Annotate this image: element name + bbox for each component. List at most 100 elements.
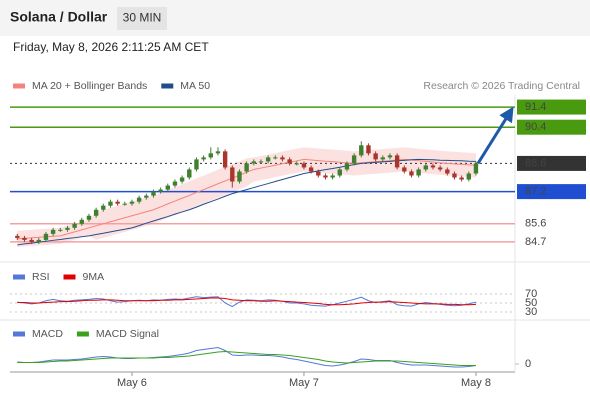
candle-body bbox=[187, 169, 192, 178]
candle-body bbox=[22, 237, 27, 240]
candle-body bbox=[50, 229, 56, 234]
legend-swatch bbox=[76, 331, 89, 337]
candle-body bbox=[158, 189, 163, 192]
y-tick-label: 70 bbox=[525, 288, 537, 300]
level-label-box bbox=[517, 184, 586, 200]
timeframe: 30 MIN bbox=[123, 11, 162, 25]
header-bar bbox=[0, 0, 590, 36]
level-label-box bbox=[517, 155, 586, 171]
x-tick-label: May 7 bbox=[289, 377, 319, 389]
candle-body bbox=[58, 229, 63, 231]
candle-body bbox=[129, 201, 135, 204]
candle-body bbox=[194, 159, 199, 170]
indicator-line bbox=[17, 296, 477, 308]
level-label-box bbox=[517, 99, 586, 115]
level-label: 88.6 bbox=[525, 157, 546, 169]
level-label: 84.7 bbox=[525, 236, 546, 248]
attribution: Research © 2026 Trading Central bbox=[423, 80, 580, 92]
legend-swatch bbox=[13, 331, 25, 337]
candle-body bbox=[459, 177, 464, 180]
y-tick-label: 0 bbox=[525, 358, 531, 370]
level-label: 87.2 bbox=[525, 186, 546, 198]
candle-body bbox=[151, 191, 156, 196]
candle-body bbox=[15, 235, 20, 238]
candle-body bbox=[308, 167, 314, 172]
indicator-line bbox=[17, 350, 476, 366]
level-label-box bbox=[517, 119, 586, 135]
candle-body bbox=[423, 165, 429, 170]
candle-body bbox=[222, 151, 228, 168]
legend-label: MA 50 bbox=[180, 80, 210, 92]
indicator-line bbox=[17, 346, 477, 368]
title: Solana / Dollar bbox=[10, 9, 108, 25]
legend-label: MA 20 + Bollinger Bands bbox=[32, 80, 147, 92]
candle-body bbox=[287, 159, 292, 164]
candle-body bbox=[402, 167, 407, 172]
candle-body bbox=[144, 195, 149, 198]
candle-body bbox=[359, 145, 364, 156]
candle-body bbox=[101, 205, 106, 210]
candle-body bbox=[43, 233, 49, 240]
candle-body bbox=[251, 161, 256, 164]
candle-body bbox=[445, 169, 450, 174]
x-tick-label: May 8 bbox=[461, 377, 491, 389]
forecast-arrow bbox=[476, 106, 514, 165]
candle-body bbox=[165, 185, 170, 190]
candle-body bbox=[452, 173, 457, 178]
candle-body bbox=[172, 181, 178, 186]
candle-body bbox=[273, 157, 278, 159]
candle-body bbox=[115, 201, 120, 204]
candle-body bbox=[301, 163, 307, 168]
level-label: 91.4 bbox=[525, 101, 546, 113]
legend-swatch bbox=[13, 274, 25, 280]
candle-body bbox=[437, 167, 443, 170]
candle-body bbox=[230, 167, 235, 182]
candle-body bbox=[473, 163, 479, 174]
bollinger-band bbox=[17, 147, 476, 247]
candle-body bbox=[29, 239, 34, 242]
candle-body bbox=[344, 163, 350, 170]
indicator-line bbox=[17, 297, 477, 306]
candle-body bbox=[122, 203, 127, 205]
datetime: Friday, May 8, 2026 2:11:25 AM CET bbox=[13, 40, 209, 54]
level-label: 90.4 bbox=[525, 121, 546, 133]
legend-label: MACD bbox=[32, 328, 63, 340]
candle-body bbox=[36, 239, 41, 242]
candle-body bbox=[258, 161, 264, 163]
candle-body bbox=[380, 157, 386, 160]
y-tick-label: 30 bbox=[525, 306, 537, 318]
candle-body bbox=[366, 145, 371, 154]
candle-body bbox=[394, 155, 400, 168]
candle-body bbox=[179, 177, 185, 182]
candle-body bbox=[265, 157, 271, 162]
candle-body bbox=[93, 209, 99, 216]
candle-body bbox=[65, 227, 70, 230]
legend-label: RSI bbox=[32, 271, 50, 283]
candle-body bbox=[237, 171, 242, 182]
candle-body bbox=[351, 155, 357, 164]
candle-body bbox=[466, 173, 472, 180]
legend-swatch bbox=[13, 83, 25, 89]
legend-label: MACD Signal bbox=[96, 328, 159, 340]
candle-body bbox=[280, 157, 285, 160]
x-tick-label: May 6 bbox=[117, 377, 147, 389]
ma-line bbox=[17, 158, 476, 246]
candle-body bbox=[330, 175, 335, 178]
candle-body bbox=[72, 223, 77, 228]
candle-body bbox=[387, 155, 393, 158]
legend-label: 9MA bbox=[83, 271, 105, 283]
candle-body bbox=[215, 151, 221, 154]
candle-body bbox=[316, 171, 321, 176]
candle-body bbox=[416, 169, 421, 176]
legend-swatch bbox=[161, 83, 174, 89]
candle-body bbox=[323, 175, 328, 178]
candle-body bbox=[208, 153, 213, 158]
candle-body bbox=[373, 153, 378, 160]
timeframe-badge bbox=[117, 7, 167, 30]
candle-body bbox=[201, 157, 206, 160]
legend-swatch bbox=[63, 274, 76, 280]
y-tick-label: 50 bbox=[525, 297, 537, 309]
candle-body bbox=[108, 201, 113, 206]
